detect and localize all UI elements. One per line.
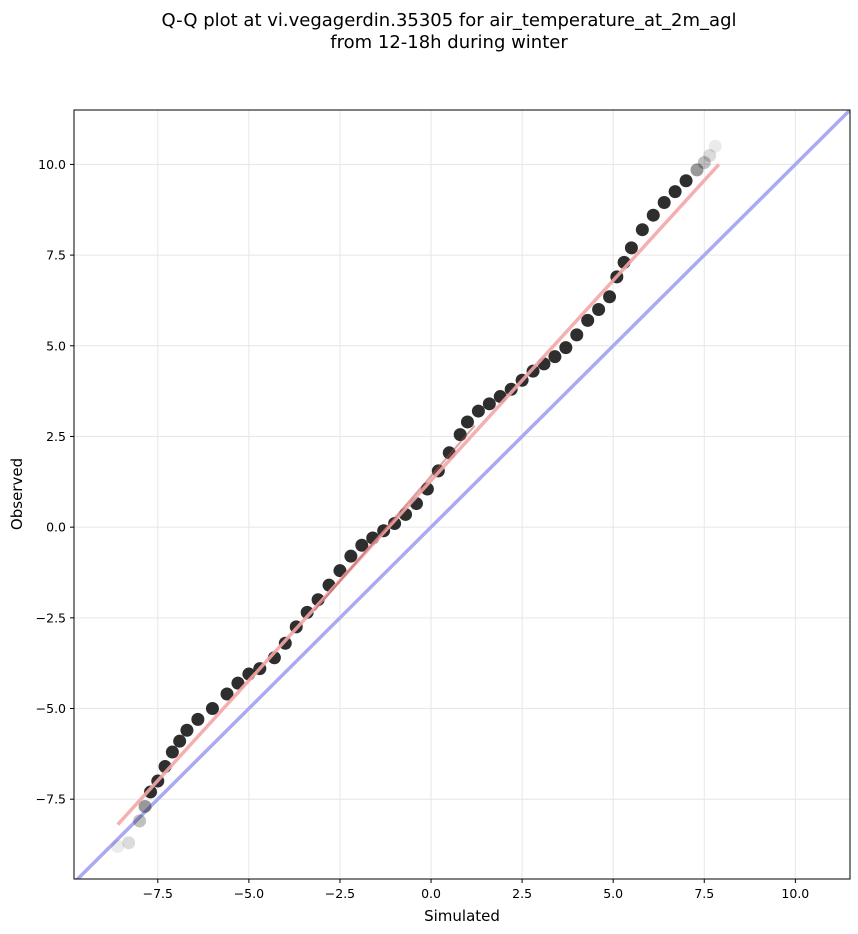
quantile-point bbox=[460, 415, 474, 429]
quantile-point bbox=[344, 549, 358, 563]
quantile-point bbox=[482, 397, 496, 411]
y-tick-label: −7.5 bbox=[36, 792, 66, 807]
quantile-point bbox=[559, 341, 573, 355]
identity-reference-line bbox=[75, 110, 850, 879]
x-tick-label: 7.5 bbox=[694, 886, 714, 901]
y-axis-label: Observed bbox=[8, 458, 26, 530]
point-layer bbox=[111, 139, 722, 853]
quantile-point bbox=[300, 605, 314, 619]
y-tick-label: 5.0 bbox=[46, 338, 66, 353]
quantile-point bbox=[668, 185, 682, 199]
fit-line bbox=[116, 163, 721, 826]
quantile-point bbox=[333, 564, 347, 578]
line-layer bbox=[75, 110, 850, 879]
x-tick-label: −5.0 bbox=[234, 886, 264, 901]
y-tick-label: 2.5 bbox=[46, 429, 66, 444]
quantile-point bbox=[548, 350, 562, 364]
quantile-point bbox=[231, 676, 245, 690]
y-tick-label: 7.5 bbox=[46, 248, 66, 263]
quantile-point bbox=[173, 734, 187, 748]
x-tick-label: 2.5 bbox=[512, 886, 532, 901]
x-tick-label: 5.0 bbox=[603, 886, 623, 901]
quantile-point bbox=[144, 785, 158, 799]
chart-subtitle: from 12-18h during winter bbox=[330, 32, 568, 53]
quantile-point bbox=[165, 745, 179, 759]
quantile-point bbox=[180, 723, 194, 737]
quantile-point bbox=[581, 313, 595, 327]
quantile-point bbox=[592, 303, 606, 317]
quantile-point bbox=[220, 687, 234, 701]
y-tick-label: −5.0 bbox=[36, 701, 66, 716]
quantile-point bbox=[697, 156, 711, 170]
quantile-point bbox=[657, 195, 671, 209]
x-tick-label: −7.5 bbox=[143, 886, 173, 901]
fit-line-overlay bbox=[313, 424, 476, 612]
quantile-point bbox=[624, 241, 638, 255]
quantile-point bbox=[708, 139, 722, 153]
x-tick-label: 10.0 bbox=[781, 886, 809, 901]
quantile-point bbox=[471, 404, 485, 418]
plot-frame bbox=[73, 109, 851, 880]
quantile-point bbox=[111, 839, 125, 853]
x-axis-label: Simulated bbox=[424, 907, 500, 925]
quantile-point bbox=[603, 290, 617, 304]
quantile-point bbox=[205, 702, 219, 716]
x-tick-label: 0.0 bbox=[421, 886, 441, 901]
quantile-point bbox=[635, 223, 649, 237]
quantile-point bbox=[504, 382, 518, 396]
quantile-point bbox=[133, 814, 147, 828]
quantile-point bbox=[646, 208, 660, 222]
y-tick-label: 0.0 bbox=[46, 520, 66, 535]
y-tick-label: 10.0 bbox=[38, 157, 66, 172]
tick-layer: −7.5 −5.0 −2.5 0.0 2.5 5.0 7.5 10.0 −7.5 −5.0 −2.5… bbox=[36, 157, 810, 901]
quantile-point bbox=[191, 712, 205, 726]
chart-title: Q-Q plot at vi.vegagerdin.35305 for air_… bbox=[162, 10, 737, 31]
quantile-point bbox=[570, 328, 584, 342]
quantile-point bbox=[703, 148, 717, 162]
quantile-point bbox=[138, 799, 152, 813]
x-tick-label: −2.5 bbox=[325, 886, 355, 901]
quantile-point bbox=[388, 517, 402, 531]
quantile-point bbox=[690, 163, 704, 177]
quantile-point bbox=[679, 174, 693, 188]
quantile-point bbox=[355, 538, 369, 552]
quantile-point bbox=[453, 428, 467, 442]
y-tick-label: −2.5 bbox=[36, 610, 66, 625]
quantile-point bbox=[122, 836, 136, 850]
